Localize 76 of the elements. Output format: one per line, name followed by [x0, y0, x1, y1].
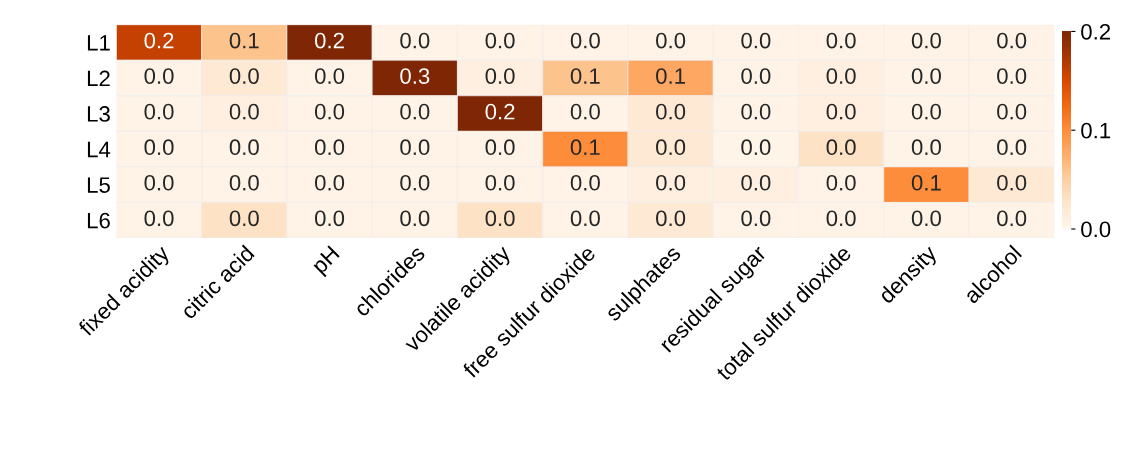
data-label: 0.0 [485, 210, 515, 227]
color-bar-label: 0.0 [1081, 221, 1111, 238]
data-label: 0.0 [826, 103, 856, 120]
data-label: 0.0 [741, 68, 771, 84]
data-label: 0.0 [314, 68, 345, 84]
data-label: 0.0 [314, 174, 345, 191]
color-bar-label: 0.1 [1081, 122, 1111, 139]
data-label: 0.0 [911, 32, 941, 49]
data-label: 0.0 [485, 68, 515, 84]
data-label: 0.0 [144, 210, 174, 227]
data-label: 0.0 [997, 32, 1027, 49]
data-label: 0.0 [656, 210, 686, 227]
data-label: 0.0 [570, 103, 600, 120]
y-tick-label: L6 [87, 212, 110, 229]
data-label: 0.0 [826, 210, 856, 227]
data-label: 0.0 [826, 68, 856, 84]
data-label: 0.0 [400, 210, 430, 227]
data-label: 0.0 [997, 210, 1027, 227]
data-label: 0.0 [314, 210, 345, 227]
data-label: 0.0 [229, 68, 259, 84]
data-label: 0.0 [826, 174, 856, 191]
data-label: 0.0 [485, 174, 515, 191]
data-label: 0.0 [314, 139, 345, 156]
data-label: 0.0 [656, 174, 686, 191]
data-label: 0.0 [656, 103, 686, 120]
data-label: 0.0 [400, 139, 430, 156]
data-label: 0.0 [997, 68, 1027, 84]
data-label: 0.0 [485, 139, 515, 156]
data-label: 0.2 [314, 32, 344, 49]
data-label: 0.2 [485, 103, 515, 120]
data-label: 0.0 [826, 32, 856, 49]
data-label: 0.0 [229, 103, 259, 120]
data-label: 0.0 [144, 139, 174, 156]
data-label: 0.0 [911, 210, 941, 227]
data-label: 0.0 [741, 210, 771, 227]
data-label: 0.0 [314, 103, 345, 120]
y-tick-label: L5 [87, 177, 110, 193]
data-label: 0.0 [400, 174, 430, 191]
data-label: 0.1 [911, 174, 941, 191]
data-label: 0.0 [911, 103, 941, 120]
data-label: 0.0 [400, 32, 430, 49]
data-label: 0.2 [144, 32, 174, 49]
y-tick-label: L3 [87, 106, 110, 122]
data-label: 0.0 [656, 139, 686, 156]
data-label: 0.0 [826, 139, 856, 156]
data-label: 0.0 [741, 174, 771, 191]
data-label: 0.0 [144, 174, 174, 191]
data-label: 0.1 [229, 32, 259, 49]
data-label: 0.0 [144, 68, 174, 84]
color-bar-label: 0.2 [1081, 23, 1111, 40]
data-label: 0.0 [485, 32, 515, 49]
y-tick-label: L2 [87, 70, 110, 87]
y-tick-label: L4 [87, 141, 111, 158]
data-label: 0.0 [997, 103, 1027, 120]
data-label: 0.0 [400, 103, 430, 120]
data-label: 0.0 [656, 32, 686, 49]
data-label: 0.0 [570, 174, 600, 191]
data-label: 0.0 [229, 174, 259, 191]
data-label: 0.0 [229, 139, 259, 156]
data-label: 0.0 [741, 103, 771, 120]
data-label: 0.1 [570, 68, 600, 84]
data-label: 0.0 [911, 139, 941, 156]
data-label: 0.0 [229, 210, 259, 227]
data-label: 0.3 [400, 68, 430, 84]
data-label: 0.0 [570, 210, 600, 227]
data-label: 0.0 [570, 32, 600, 49]
data-label: 0.0 [741, 139, 771, 156]
data-label: 0.0 [911, 68, 941, 84]
y-tick-label: L1 [87, 35, 110, 51]
data-label: 0.0 [741, 32, 771, 49]
x-tick-label: pH [311, 245, 343, 278]
data-label: 0.1 [570, 139, 600, 156]
data-label: 0.0 [997, 174, 1027, 191]
data-label: 0.1 [656, 68, 685, 84]
data-label: 0.0 [997, 139, 1027, 156]
data-label: 0.0 [144, 103, 174, 120]
